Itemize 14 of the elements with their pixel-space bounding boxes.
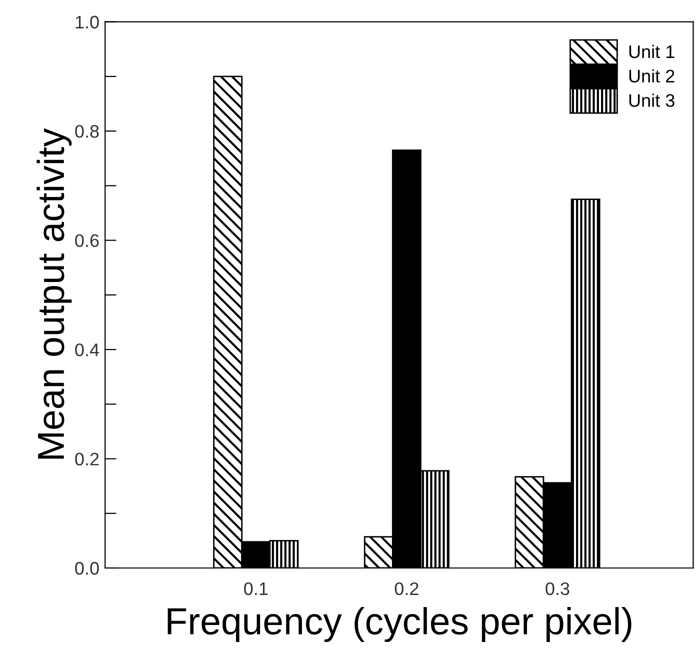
- y-axis-title: Mean output activity: [36, 128, 72, 459]
- legend-label: Unit 2: [629, 69, 674, 83]
- legend-label: Unit 3: [629, 94, 674, 107]
- y-tick-label: 0.2: [75, 452, 99, 466]
- y-tick-label: 0.6: [75, 234, 99, 248]
- y-tick-label: 0.4: [75, 343, 100, 356]
- x-tick-label: 0.3: [546, 582, 570, 596]
- legend-label: Unit 1: [629, 44, 674, 58]
- x-axis-title: Frequency (cycles per pixel): [168, 607, 632, 642]
- x-tick-label: 0.2: [394, 582, 418, 596]
- y-tick-label: 1.0: [76, 16, 99, 29]
- x-tick-label: 0.1: [244, 582, 268, 596]
- y-tick-label: 0.8: [75, 125, 99, 138]
- y-tick-label: 0.0: [75, 562, 99, 575]
